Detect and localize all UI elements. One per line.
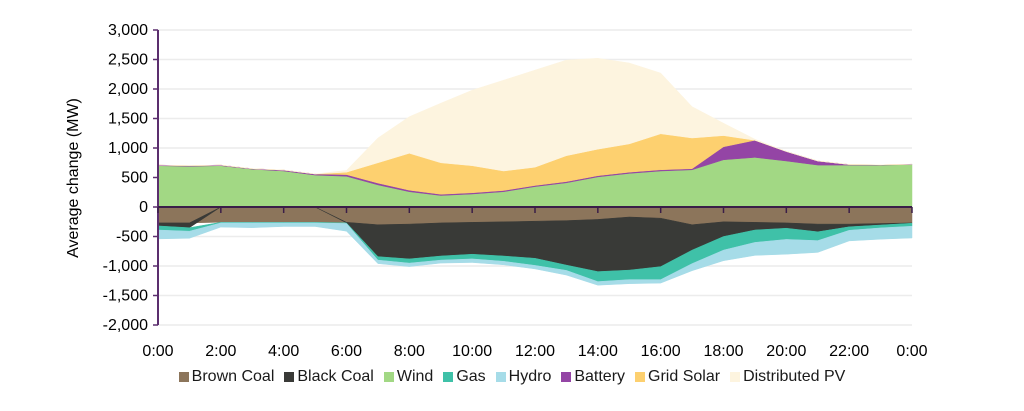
legend-item: Gas (443, 368, 486, 386)
x-tick-label: 14:00 (578, 343, 618, 360)
x-tick-label: 2:00 (205, 343, 236, 360)
y-tick-label: 0 (139, 199, 148, 216)
legend-swatch (383, 372, 394, 382)
x-tick-labels: 0:00 2:00 4:00 6:00 8:00 10:00 12:00 14:00 16:00… (142, 343, 927, 360)
x-tick-label: 20:00 (766, 343, 806, 360)
legend: Brown Coal Black Coal Wind Gas Hydro Battery G… (0, 368, 1024, 386)
legend-label: Gas (456, 368, 486, 385)
x-tick-label: 16:00 (641, 343, 681, 360)
y-axis-label: Average change (MW) (65, 98, 82, 258)
x-tick-label: 12:00 (515, 343, 555, 360)
x-tick-label: 22:00 (829, 343, 869, 360)
y-tick-label: -500 (116, 229, 148, 246)
legend-label: Wind (396, 368, 434, 385)
legend-label: Grid Solar (648, 368, 721, 385)
y-tick-label: 1,000 (108, 140, 148, 157)
y-tick-label: -2,000 (103, 317, 148, 334)
legend-item: Brown Coal (178, 368, 275, 386)
x-tick-label: 0:00 (896, 343, 927, 360)
x-tick-label: 18:00 (703, 343, 743, 360)
legend-label: Hydro (508, 368, 552, 385)
x-tick-label: 8:00 (394, 343, 425, 360)
legend-swatch (561, 372, 572, 382)
legend-label: Brown Coal (191, 368, 275, 385)
legend-item: Black Coal (284, 368, 374, 386)
areas (157, 58, 913, 286)
y-tick-label: 1,500 (108, 111, 148, 128)
area-distributed-pv (157, 58, 913, 175)
legend-swatch (635, 372, 646, 382)
legend-label: Distributed PV (743, 368, 846, 385)
y-tick-label: 3,000 (108, 22, 148, 39)
x-tick-label: 6:00 (331, 343, 362, 360)
y-tick-label: 2,500 (108, 52, 148, 69)
legend-swatch (730, 372, 741, 382)
legend-item: Grid Solar (635, 368, 720, 386)
y-tick-label: 500 (121, 170, 148, 187)
y-tick-label: -1,500 (103, 288, 148, 305)
legend-label: Battery (574, 368, 626, 385)
area-hydro (157, 222, 913, 286)
legend-item: Distributed PV (730, 368, 845, 386)
y-tick-label: -1,000 (103, 258, 148, 275)
legend-item: Hydro (495, 368, 552, 386)
x-tick-label: 10:00 (452, 343, 492, 360)
legend-swatch (284, 372, 295, 382)
legend-label: Black Coal (297, 368, 374, 385)
legend-item: Battery (561, 368, 625, 386)
legend-item: Wind (383, 368, 434, 386)
x-tick-label: 4:00 (268, 343, 299, 360)
y-tick-labels: -2,000 -1,500 -1,000 -500 0 500 1,000 1,500 2,00… (103, 22, 148, 334)
y-tick-label: 2,000 (108, 81, 148, 98)
legend-swatch (178, 372, 189, 382)
legend-swatch (443, 372, 454, 382)
x-tick-label: 0:00 (142, 343, 173, 360)
legend-swatch (495, 372, 506, 382)
axes (153, 29, 913, 326)
